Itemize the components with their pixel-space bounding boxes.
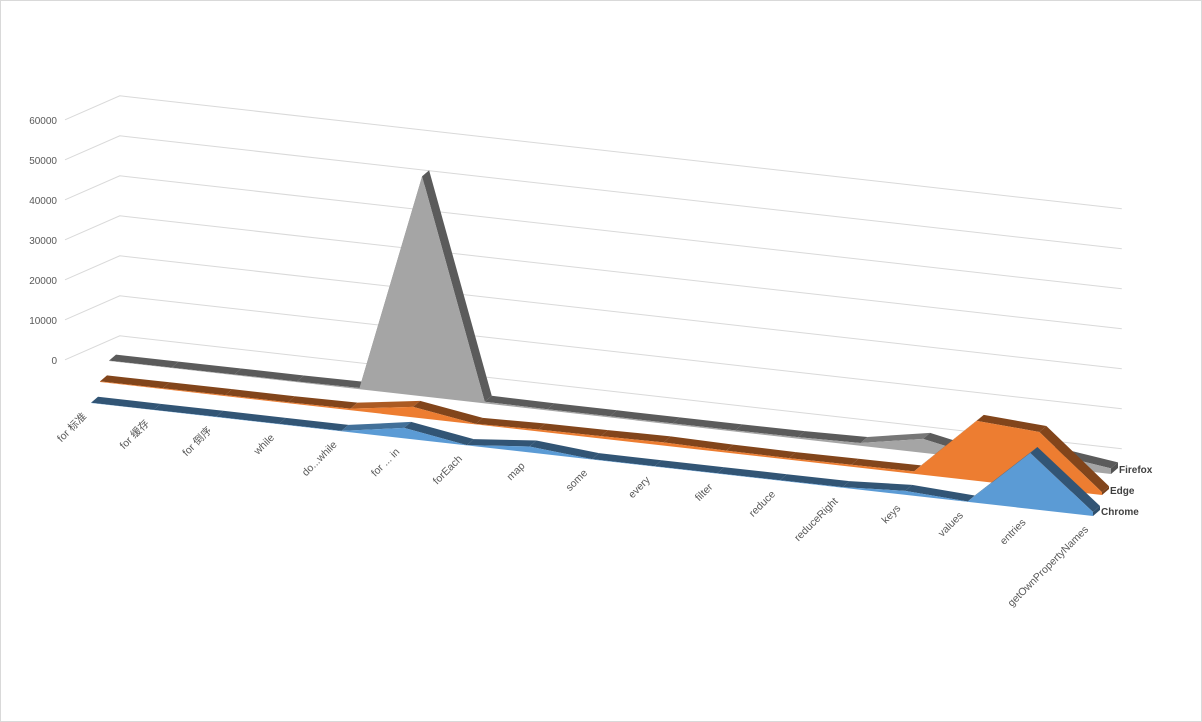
series-ribbon-segment	[225, 389, 295, 403]
x-category-label: while	[251, 432, 277, 458]
series-area-face	[100, 381, 1102, 495]
series-ribbon-segment	[601, 430, 671, 443]
series-ribbon-segment	[905, 484, 975, 502]
x-category-label: do...while	[300, 439, 340, 479]
series-ribbon-segment	[717, 467, 787, 481]
series-ribbon-segment	[278, 417, 349, 431]
series-ribbon-segment	[484, 395, 555, 410]
x-category-label: entries	[998, 517, 1029, 548]
x-category-label: map	[505, 460, 528, 483]
series-ribbon-segment	[162, 382, 233, 396]
x-category-label: reduce	[747, 488, 778, 519]
y-tick-label: 10000	[29, 316, 57, 327]
series-ribbon-segment	[1030, 446, 1100, 512]
gridline-10000	[64, 295, 1122, 410]
series-ribbon-segment	[610, 410, 680, 424]
y-tick-label: 50000	[29, 156, 57, 167]
series-label-edge: Edge	[1110, 486, 1135, 497]
series-ribbon-segment	[672, 417, 743, 431]
series-ribbon-segment	[797, 431, 868, 443]
gridline-20000	[64, 255, 1122, 370]
series-ribbon-segment	[153, 403, 224, 417]
y-axis-tick-labels: 0 10000 20000 30000 40000 50000 60000	[29, 116, 57, 367]
series-ribbon-segment	[466, 439, 537, 447]
series-ribbon-segment	[350, 400, 421, 409]
series-ribbon-segment	[654, 460, 725, 474]
y-tick-label: 60000	[29, 116, 57, 127]
x-category-label: keys	[879, 502, 903, 526]
gridlines	[64, 95, 1122, 450]
x-category-label: for 倒序	[180, 424, 215, 459]
series-chrome	[90, 396, 1100, 516]
x-category-label: filter	[693, 481, 716, 504]
x-category-label: every	[626, 474, 653, 501]
series-ribbon-segment	[735, 424, 805, 438]
series-ribbon-segment	[547, 403, 617, 417]
series-ribbon-segment	[851, 458, 922, 472]
series-ribbon-segment	[592, 453, 662, 467]
series-end-cap	[1093, 506, 1100, 516]
series-ribbon-segment	[100, 375, 170, 389]
x-category-label: for 缓存	[117, 417, 152, 452]
series-ribbon-segment	[234, 368, 304, 382]
series-areas	[90, 170, 1118, 516]
series-ribbon-segment	[216, 410, 286, 424]
series-ribbon-segment	[404, 421, 474, 446]
series-end-cap	[1102, 486, 1109, 495]
series-depth-labels: Chrome Edge Firefox	[1101, 465, 1153, 518]
series-firefox	[108, 170, 1118, 474]
series-ribbon-segment	[967, 446, 1038, 502]
gridline-60000	[64, 95, 1122, 210]
series-ribbon-segment	[413, 400, 483, 424]
series-ribbon-segment	[296, 375, 367, 389]
series-ribbon-segment	[779, 474, 850, 488]
series-label-chrome: Chrome	[1101, 507, 1139, 518]
gridline-40000	[64, 175, 1122, 290]
series-ribbon-segment	[842, 481, 913, 491]
series-ribbon-segment	[976, 414, 1047, 432]
series-ribbon-segment	[91, 396, 161, 410]
series-label-firefox: Firefox	[1119, 465, 1153, 476]
series-ribbon-segment	[171, 361, 242, 375]
series-end-cap	[1111, 462, 1118, 474]
series-ribbon-segment	[422, 170, 492, 402]
series-ribbon-segment	[914, 414, 984, 472]
x-category-label: for ... in	[369, 446, 402, 479]
y-tick-label: 30000	[29, 236, 57, 247]
series-ribbon-segment	[1039, 425, 1109, 493]
series-ribbon-segment	[475, 417, 546, 430]
x-category-label: for 标准	[55, 411, 89, 445]
series-ribbon-segment	[726, 444, 796, 459]
gridline-50000	[64, 135, 1122, 250]
y-tick-label: 20000	[29, 276, 57, 287]
x-category-label: getOwnPropertyNames	[1005, 524, 1091, 610]
series-ribbon-segment	[109, 354, 179, 368]
x-category-label: reduceRight	[792, 495, 841, 544]
series-edge	[99, 375, 1109, 495]
series-area-face	[109, 176, 1111, 474]
x-category-label: forEach	[431, 453, 465, 487]
series-ribbon-segment	[860, 432, 931, 443]
gridline-30000	[64, 215, 1122, 330]
y-tick-label: 40000	[29, 196, 57, 207]
series-ribbon-segment	[788, 452, 859, 465]
series-ribbon-segment	[529, 440, 599, 460]
series-ribbon-segment	[663, 436, 734, 451]
series-ribbon-segment	[341, 421, 412, 431]
gridline-0	[64, 335, 1122, 450]
x-category-label: some	[563, 467, 590, 494]
x-category-label: values	[936, 510, 966, 540]
series-ribbon-segment	[538, 423, 608, 437]
series-ribbon-segment	[287, 396, 358, 409]
y-tick-label: 0	[51, 356, 57, 367]
series-area-face	[91, 402, 1093, 516]
